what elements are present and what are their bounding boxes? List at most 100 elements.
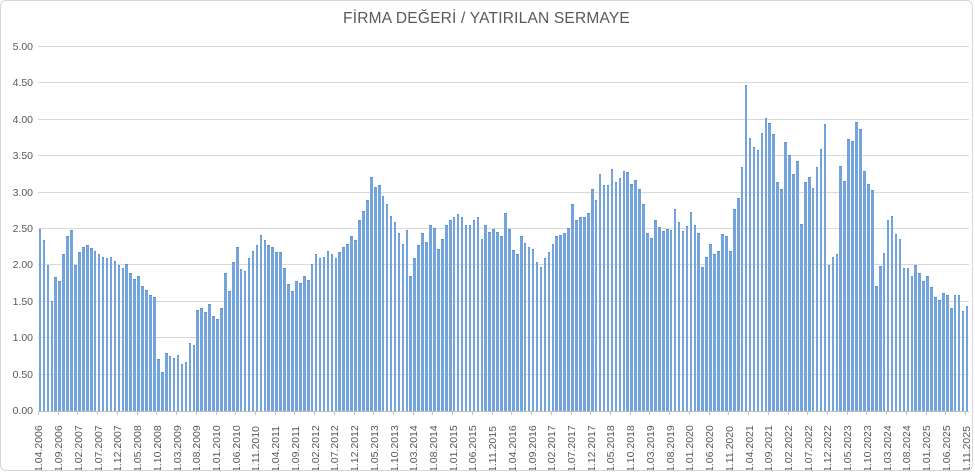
x-axis-tick-label: 1.04.2011 — [270, 426, 283, 471]
x-axis-tick-label: 1.05.2018 — [605, 425, 618, 471]
bar — [689, 211, 693, 411]
bar — [902, 267, 906, 411]
bar — [748, 138, 752, 411]
x-axis-tick — [195, 411, 197, 415]
bar — [129, 272, 132, 411]
bar — [732, 208, 736, 411]
x-axis-tick — [807, 411, 809, 415]
x-axis-tick — [471, 411, 473, 415]
bar — [527, 247, 531, 411]
bar — [658, 226, 661, 411]
bar — [847, 138, 850, 411]
bar — [610, 169, 614, 411]
bar — [121, 268, 125, 411]
bar — [626, 172, 630, 411]
bar — [851, 140, 854, 411]
bar — [559, 234, 562, 411]
bar — [800, 223, 803, 411]
bar — [650, 238, 653, 411]
bar — [476, 217, 480, 411]
x-axis-tick-label: 1.09.2006 — [53, 425, 66, 471]
bar — [354, 239, 357, 411]
x-axis-tick-label: 1.03.2019 — [644, 425, 657, 471]
bar — [212, 316, 215, 411]
bar — [168, 356, 172, 411]
x-axis-tick — [57, 411, 59, 415]
bar — [393, 222, 397, 411]
bar — [705, 257, 708, 411]
bar — [279, 252, 282, 411]
x-axis-tick — [590, 411, 592, 415]
bar — [780, 188, 783, 411]
bar — [740, 167, 744, 411]
bar — [839, 165, 843, 411]
bar — [863, 170, 866, 411]
y-gridline — [38, 300, 969, 302]
x-axis-tick — [708, 411, 710, 415]
bar — [239, 269, 243, 411]
y-axis-tick-label: 2.00 — [12, 259, 33, 272]
bar — [665, 229, 669, 411]
bar — [310, 263, 314, 411]
bar — [543, 258, 547, 411]
x-axis-tick — [728, 411, 730, 415]
x-axis-tick-label: 1.03.2014 — [408, 425, 421, 471]
y-axis-tick-label: 1.50 — [12, 295, 33, 308]
bar — [472, 220, 476, 411]
bar — [784, 142, 787, 411]
bar — [413, 258, 417, 411]
x-axis-tick-label: 1.05.2013 — [368, 425, 381, 471]
bar — [456, 213, 460, 411]
x-axis-tick — [333, 411, 335, 415]
bar — [377, 185, 381, 411]
bar — [752, 147, 756, 411]
x-axis-tick-label: 1.01.2020 — [684, 425, 697, 471]
bar — [93, 250, 97, 411]
bar — [251, 250, 255, 411]
bar — [642, 203, 645, 411]
x-axis-tick-label: 1.07.2012 — [329, 425, 342, 471]
bar — [938, 300, 941, 411]
x-axis-tick-label: 1.10.2008 — [151, 425, 164, 471]
x-axis-tick-label: 1.05.2008 — [132, 425, 145, 471]
bar — [421, 232, 424, 411]
bar — [97, 253, 101, 411]
bar — [216, 319, 219, 411]
bar — [468, 224, 472, 411]
bar — [535, 261, 539, 411]
y-axis-tick-label: 5.00 — [12, 41, 33, 53]
x-axis-tick — [353, 411, 355, 415]
x-axis-tick — [511, 411, 513, 415]
x-axis-tick — [235, 411, 237, 415]
bar — [200, 307, 203, 411]
bar — [871, 190, 874, 411]
bar — [358, 220, 361, 411]
bar — [772, 134, 775, 411]
bar — [50, 301, 54, 411]
y-gridline — [38, 264, 969, 266]
bar — [492, 229, 495, 411]
x-axis-tick — [491, 411, 493, 415]
bar — [823, 124, 827, 411]
bar — [531, 249, 535, 411]
bar — [859, 129, 862, 411]
bar — [157, 359, 160, 411]
bar — [89, 247, 93, 411]
bar — [827, 265, 831, 411]
x-axis-tick-label: 1.06.2010 — [230, 425, 243, 471]
bar — [314, 254, 318, 411]
x-axis-tick — [925, 411, 927, 415]
bar — [756, 150, 760, 411]
bar — [618, 178, 622, 411]
y-axis-tick-label: 4.50 — [12, 77, 33, 90]
y-axis-tick-label: 0.50 — [12, 368, 33, 381]
bar — [882, 253, 886, 411]
bar — [137, 275, 140, 411]
bar — [878, 266, 882, 411]
bar — [764, 118, 768, 411]
bar — [606, 185, 610, 411]
bar — [594, 199, 598, 411]
bar — [508, 229, 511, 411]
x-axis-tick — [452, 411, 454, 415]
